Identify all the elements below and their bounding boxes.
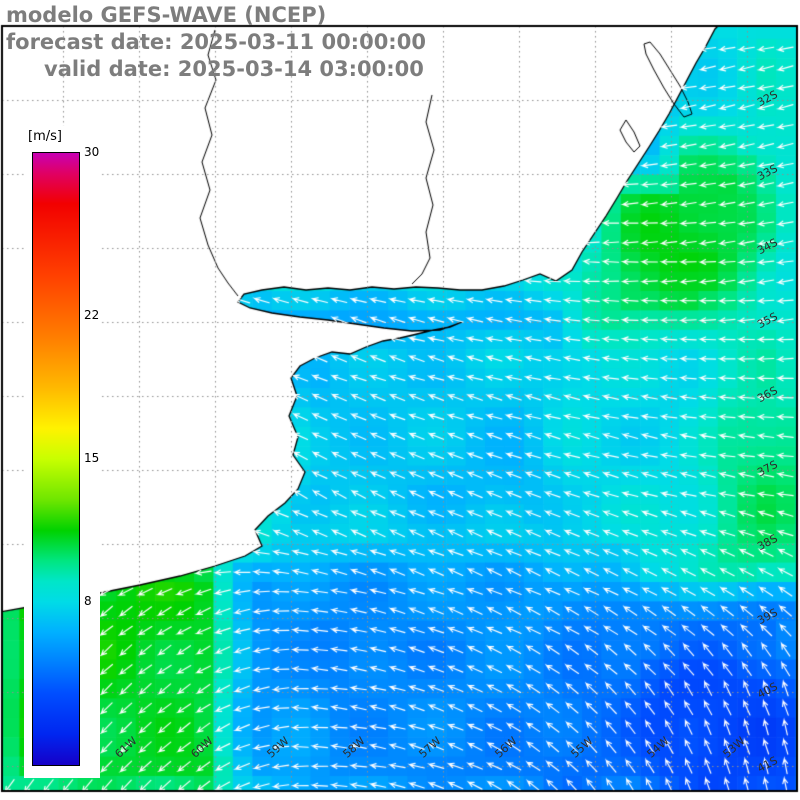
title-block: modelo GEFS-WAVE (NCEP) forecast date: 2… [6,2,426,83]
colorbar-tick-label: 30 [84,145,100,159]
colorbar-tick-label: 22 [84,308,100,323]
colorbar-tick-label: 8 [84,593,92,608]
colorbar-gradient [32,152,80,766]
model-title: modelo GEFS-WAVE (NCEP) [6,3,327,27]
colorbar: [m/s] 30 22 15 8 [24,126,100,778]
colorbar-unit-label: [m/s] [28,129,62,144]
colorbar-tick-label: 15 [84,451,100,465]
valid-date: valid date: 2025-03-14 03:00:00 [44,57,424,81]
forecast-date: forecast date: 2025-03-11 00:00:00 [6,30,426,54]
